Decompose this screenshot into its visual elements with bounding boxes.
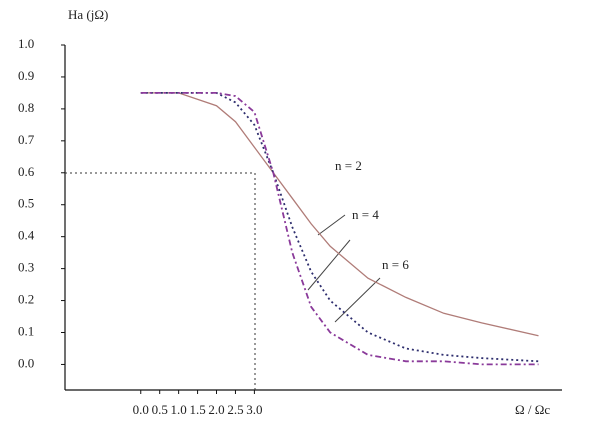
leader-line	[317, 214, 346, 236]
y-tick-label: 1.0	[18, 36, 34, 51]
x-tick-label: 3.0	[246, 402, 262, 417]
x-tick-label: 0.0	[133, 402, 149, 417]
x-tick-label: 1.5	[189, 402, 205, 417]
x-axis-label: Ω / Ωc	[515, 402, 550, 417]
x-tick-label: 1.0	[171, 402, 187, 417]
y-tick-label: 0.9	[18, 68, 34, 83]
y-tick-label: 0.1	[18, 323, 34, 338]
y-tick-label: 0.2	[18, 292, 34, 307]
y-tick-label: 0.6	[18, 164, 35, 179]
chart-title: Ha (jΩ)	[68, 7, 108, 22]
leader-line	[334, 277, 381, 323]
y-tick-label: 0.4	[18, 228, 35, 243]
y-tick-label: 0.0	[18, 355, 34, 370]
series-label: n = 4	[352, 207, 379, 222]
leader-line	[307, 239, 351, 291]
y-tick-label: 0.8	[18, 100, 34, 115]
series-line	[140, 92, 539, 366]
series-label: n = 2	[335, 158, 362, 173]
y-tick-label: 0.3	[18, 260, 34, 275]
cutoff-guide	[65, 172, 256, 390]
x-tick-label: 2.0	[208, 402, 224, 417]
series-label: n = 6	[382, 257, 409, 272]
series-line	[140, 92, 539, 337]
y-tick-label: 0.5	[18, 196, 34, 211]
y-tick-label: 0.7	[18, 132, 35, 147]
series-line	[140, 92, 539, 363]
x-tick-label: 0.5	[152, 402, 168, 417]
x-tick-label: 2.5	[227, 402, 243, 417]
